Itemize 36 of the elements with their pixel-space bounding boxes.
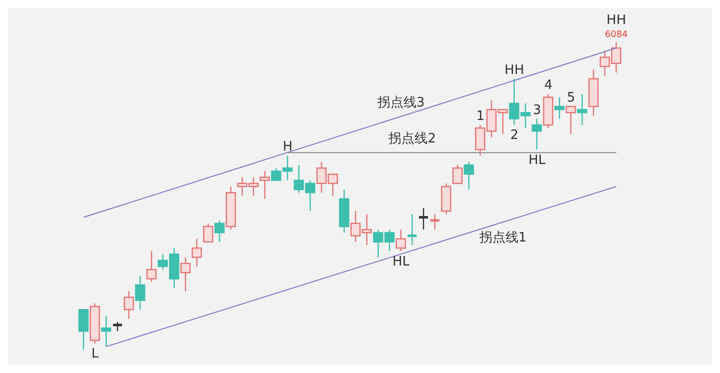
candlestick xyxy=(577,94,588,126)
annotation: H xyxy=(282,140,293,155)
candlestick xyxy=(203,222,214,242)
candlestick xyxy=(532,118,542,150)
annotation: L xyxy=(91,346,100,362)
candlestick xyxy=(408,214,417,246)
series-label: 拐点线1 xyxy=(478,230,527,246)
text: 6084 xyxy=(604,30,628,40)
candlestick xyxy=(566,106,576,135)
candlestick xyxy=(452,164,463,184)
candlestick xyxy=(430,214,440,230)
candlestick xyxy=(78,309,89,350)
candlestick xyxy=(192,238,202,268)
annotation: 3 xyxy=(532,102,542,118)
candlestick xyxy=(135,275,146,310)
text: HH xyxy=(606,12,626,28)
annotation: 5 xyxy=(566,90,576,106)
candlestick xyxy=(180,256,191,292)
candlestick xyxy=(464,161,474,190)
series-label: 拐点线2 xyxy=(388,132,436,147)
annotation: HH xyxy=(504,62,524,78)
candlestick xyxy=(554,96,565,120)
candlestick xyxy=(260,170,270,200)
annotation: HL xyxy=(528,152,546,168)
candlestick xyxy=(214,220,225,242)
candlestick xyxy=(419,207,428,230)
candlestick xyxy=(396,228,406,252)
candlestick xyxy=(113,321,122,332)
annotation: HL xyxy=(392,254,410,270)
annotation: 1 xyxy=(476,108,484,124)
candlestick xyxy=(124,290,134,320)
annotation: 2 xyxy=(510,128,518,144)
candlestick xyxy=(101,315,112,348)
candlestick xyxy=(146,250,157,283)
annotation: 4 xyxy=(544,78,552,94)
series-label: 拐点线3 xyxy=(376,95,425,110)
